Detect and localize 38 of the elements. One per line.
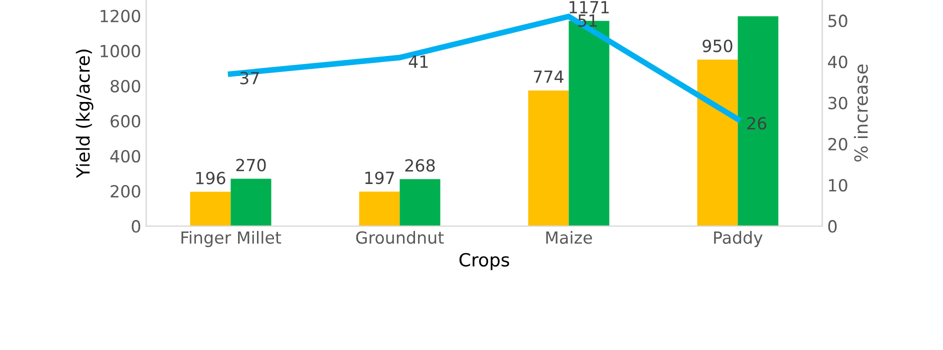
bar: [738, 16, 778, 226]
bar: [190, 192, 231, 226]
bar: [359, 192, 400, 226]
data-label: 26: [747, 117, 766, 130]
x-tick-label: Finger Millet: [182, 230, 282, 248]
bar: [697, 60, 738, 226]
x-axis-title: Crops: [459, 252, 510, 270]
data-label: 774: [534, 70, 564, 83]
data-label: 1171: [570, 1, 609, 14]
y-tick-label: 1200: [100, 10, 140, 22]
x-tick-label: Maize: [546, 230, 592, 244]
data-label: 37: [240, 72, 259, 84]
y2-tick-label: 20: [828, 138, 848, 150]
y2-tick-label: 30: [828, 96, 848, 110]
y2-tick-label: 50: [828, 14, 848, 28]
y2-axis-title: % increase: [854, 64, 868, 162]
y2-tick-label: 40: [828, 56, 848, 68]
y-tick-label: 0: [132, 220, 140, 233]
bar: [400, 179, 440, 226]
y-axis-title: Yield (kg/acre): [76, 50, 94, 178]
data-label: 41: [408, 56, 428, 68]
y2-tick-label: 10: [828, 178, 848, 192]
y2-tick-label: 0: [828, 220, 837, 233]
y-tick-label: 400: [110, 150, 140, 163]
x-tick-label: Groundnut: [356, 230, 444, 244]
y-tick-label: 600: [110, 114, 140, 128]
y-tick-label: 1000: [100, 44, 140, 58]
y-tick-label: 200: [110, 185, 140, 198]
data-label: 196: [196, 172, 226, 184]
data-label: 950: [702, 40, 732, 52]
data-label: 270: [236, 158, 266, 172]
bar: [528, 90, 569, 226]
data-label: 197: [365, 172, 394, 184]
data-label: 268: [405, 159, 435, 172]
data-label: 51: [578, 14, 597, 27]
y-tick-label: 800: [110, 80, 140, 92]
bar: [230, 178, 272, 226]
x-tick-label: Paddy: [714, 230, 763, 248]
